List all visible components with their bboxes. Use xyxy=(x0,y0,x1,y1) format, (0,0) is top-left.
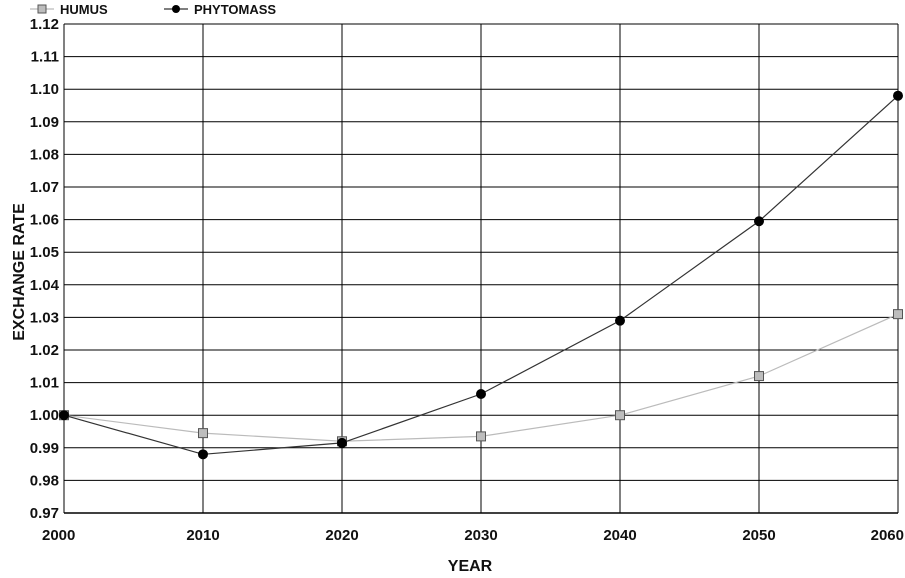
x-tick-label: 2000 xyxy=(42,527,75,544)
x-tick-label: 2040 xyxy=(603,527,636,544)
y-tick-label: 1.01 xyxy=(30,375,59,392)
y-tick-label: 1.04 xyxy=(30,277,60,294)
y-tick-label: 1.12 xyxy=(30,16,59,33)
data-point-humus xyxy=(198,428,208,439)
y-tick-label: 1.00 xyxy=(30,407,59,424)
legend-label: HUMUS xyxy=(60,2,108,17)
y-tick-label: 0.99 xyxy=(30,440,59,457)
data-point-phytomass xyxy=(615,315,625,326)
data-point-humus xyxy=(615,410,625,421)
y-tick-label: 1.11 xyxy=(31,49,59,66)
data-point-humus xyxy=(754,371,764,382)
data-point-phytomass xyxy=(59,410,69,421)
data-point-phytomass xyxy=(754,216,764,227)
legend-circle-marker-icon xyxy=(172,5,180,13)
y-tick-label: 1.02 xyxy=(30,342,59,359)
x-axis-label: YEAR xyxy=(448,558,493,575)
data-point-phytomass xyxy=(337,437,347,448)
y-tick-label: 0.97 xyxy=(30,505,59,522)
y-tick-label: 1.08 xyxy=(30,146,59,163)
legend-label: PHYTOMASS xyxy=(194,2,276,17)
y-tick-label: 1.10 xyxy=(30,81,59,98)
x-tick-label: 2060 xyxy=(871,527,904,544)
data-point-phytomass xyxy=(198,449,208,460)
y-tick-label: 1.07 xyxy=(30,179,59,196)
y-tick-labels: 0.97 0.98 0.99 1.00 1.01 1.02 1.03 1.04 1.05 1.06… xyxy=(30,16,60,522)
y-tick-label: 1.09 xyxy=(30,114,59,131)
grid-lines xyxy=(63,23,899,514)
y-tick-label: 1.03 xyxy=(30,309,59,326)
x-tick-label: 2050 xyxy=(742,527,775,544)
x-tick-labels: 2000 2010 2020 2030 2040 2050 2060 xyxy=(42,527,904,544)
x-tick-label: 2010 xyxy=(186,527,219,544)
data-point-phytomass xyxy=(476,389,486,400)
legend-square-marker-icon xyxy=(37,4,47,14)
y-tick-label: 1.06 xyxy=(30,212,59,229)
y-tick-label: 0.98 xyxy=(30,472,59,489)
x-tick-label: 2030 xyxy=(464,527,497,544)
x-tick-label: 2020 xyxy=(325,527,358,544)
data-point-humus xyxy=(893,309,903,320)
y-tick-label: 1.05 xyxy=(30,244,59,261)
y-axis-label: EXCHANGE RATE xyxy=(11,203,28,341)
legend: HUMUS PHYTOMASS xyxy=(30,2,276,17)
series-layer xyxy=(59,90,903,460)
data-point-humus xyxy=(476,431,486,442)
data-point-phytomass xyxy=(893,90,903,101)
